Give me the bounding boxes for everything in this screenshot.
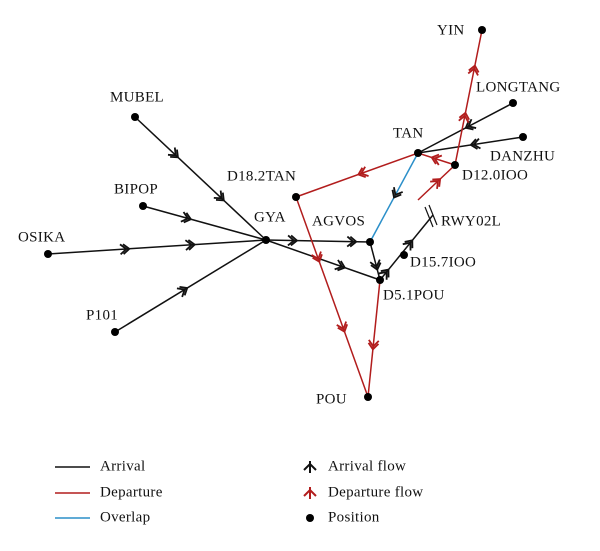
flow-arrow	[391, 186, 404, 199]
node-label: GYA	[254, 209, 286, 225]
node-label: LONGTANG	[476, 79, 561, 95]
legend-swatch	[303, 487, 317, 499]
node-label: BIPOP	[114, 181, 158, 197]
node-label: YIN	[437, 22, 465, 38]
route-arrival	[114, 239, 267, 333]
legend-label: Arrival	[100, 458, 145, 474]
flow-arrow	[213, 190, 225, 202]
flow-arrow	[467, 64, 480, 76]
node-label: D12.0IOO	[462, 167, 528, 183]
flow-arrow	[430, 178, 442, 189]
legend-label: Position	[328, 509, 380, 525]
node-label: AGVOS	[312, 213, 365, 229]
legend-label: Departure flow	[328, 484, 423, 500]
legend-label: Arrival flow	[328, 458, 406, 474]
route-arrival	[47, 239, 267, 255]
route-arrival	[142, 205, 267, 241]
flow-arrow	[336, 321, 349, 334]
route-departure	[295, 152, 456, 398]
position-dot	[366, 238, 374, 246]
labels: YIN LONGTANG TAN DANZHU D12.0IOO D18.2TA…	[18, 22, 561, 407]
position-dot	[509, 99, 517, 107]
flow-arrow	[180, 211, 193, 224]
position-dot	[478, 26, 486, 34]
position-dot	[376, 276, 384, 284]
flow-arrow	[167, 147, 179, 159]
node-label: D15.7IOO	[410, 254, 476, 270]
node-label: DANZHU	[490, 148, 555, 164]
flow-arrow	[469, 138, 481, 150]
flow-arrows	[119, 64, 481, 351]
flow-arrow	[357, 166, 369, 179]
route-departure	[367, 279, 381, 398]
position-dot	[451, 161, 459, 169]
node-label: D18.2TAN	[227, 168, 296, 184]
flow-arrow	[402, 239, 414, 251]
flow-arrow	[184, 239, 197, 251]
position-dot	[400, 251, 408, 259]
position-dot	[364, 393, 372, 401]
position-dot	[131, 113, 139, 121]
legend-swatch	[306, 514, 314, 522]
positions	[44, 26, 527, 401]
route-arrival	[265, 239, 381, 281]
flow-arrow	[334, 259, 347, 272]
flow-arrow	[346, 235, 358, 248]
route-arrival	[369, 241, 381, 281]
position-dot	[414, 149, 422, 157]
node-label: MUBEL	[110, 89, 164, 105]
node-label: TAN	[393, 125, 424, 141]
node-label: OSIKA	[18, 229, 65, 245]
legend-label: Overlap	[100, 509, 150, 525]
flow-arrow	[311, 251, 323, 264]
flow-arrow	[119, 243, 131, 255]
position-dot	[262, 236, 270, 244]
flow-arrow	[176, 285, 189, 298]
runway-mark	[424, 206, 434, 228]
flow-arrow	[367, 339, 380, 351]
position-dot	[111, 328, 119, 336]
node-label: D5.1POU	[383, 287, 445, 303]
node-label: RWY02L	[441, 213, 501, 229]
position-dot	[519, 133, 527, 141]
flow-arrow	[458, 111, 470, 124]
flow-arrow	[287, 234, 299, 247]
position-dot	[292, 193, 300, 201]
node-label: POU	[316, 391, 347, 407]
flow-arrow	[378, 268, 390, 280]
legend-label: Departure	[100, 484, 163, 500]
position-dot	[44, 250, 52, 258]
position-dot	[139, 202, 147, 210]
legend: Arrival Departure Overlap Arrival flow D…	[55, 458, 423, 525]
flow-arrow	[430, 153, 443, 166]
route-arrival	[134, 116, 267, 241]
legend-swatch	[303, 461, 317, 473]
runway-mark	[428, 204, 438, 226]
node-label: P101	[86, 307, 118, 323]
flow-arrow	[369, 259, 382, 271]
